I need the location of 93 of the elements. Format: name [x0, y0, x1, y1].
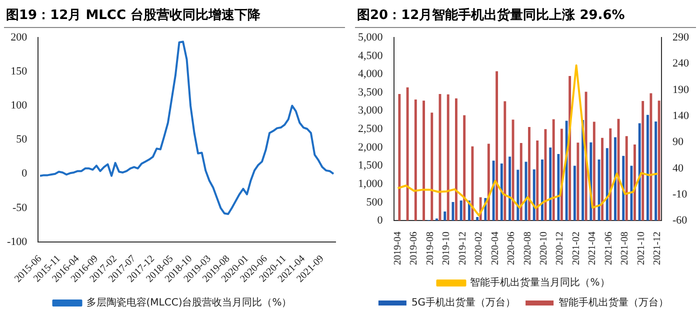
y-tick-label: 4,500 — [358, 50, 384, 62]
bar — [532, 169, 536, 221]
x-tick-label: 2021-02 — [570, 232, 582, 266]
y2-tick-label: 190 — [672, 84, 690, 96]
x-tick-label: 2020-04 — [490, 232, 501, 266]
bar — [504, 101, 506, 221]
y-tick-label: 500 — [366, 196, 384, 208]
y-tick-label: 3,000 — [358, 104, 384, 117]
y-tick-label: 3,500 — [358, 86, 384, 98]
bar — [460, 200, 462, 221]
chart-title: 图19：12月 MLCC 台股营收同比增速下降 — [4, 4, 345, 28]
bar — [476, 217, 479, 221]
bar — [646, 114, 649, 221]
bar — [446, 94, 450, 221]
bar — [398, 94, 401, 221]
bar — [638, 123, 641, 221]
bar — [508, 156, 511, 221]
bar — [552, 119, 555, 221]
x-tick-label: 2021-04 — [587, 232, 598, 266]
x-tick-label: 2019-06 — [408, 232, 420, 266]
x-tick-label: 2021-08 — [620, 232, 631, 266]
bar — [536, 140, 539, 221]
y2-tick-label: 290 — [672, 31, 690, 44]
bar — [614, 137, 616, 221]
bar — [650, 93, 652, 221]
y-tick-label: 5,000 — [358, 31, 384, 44]
x-tick-label: 2020-12 — [554, 232, 566, 266]
x-tick-label: 2019-04 — [392, 232, 404, 266]
y-tick-label: 0 — [377, 214, 384, 227]
legend-label: 5G手机出货量（万台） — [411, 296, 516, 309]
bar — [414, 99, 417, 221]
x-tick-label: 2021-10 — [636, 232, 647, 266]
y-tick-label: 1,000 — [358, 178, 384, 190]
legend-label: 多层陶瓷电容(MLCC)台股营收当月同比（%） — [86, 296, 292, 309]
bar — [500, 164, 503, 221]
bar — [622, 156, 625, 221]
y2-tick-label: -60 — [672, 214, 688, 227]
x-tick-label: 2019-10 — [441, 232, 452, 266]
x-tick-label: 2020-10 — [538, 232, 550, 266]
x-tick-label: 2020-02 — [474, 232, 485, 266]
bar — [625, 136, 628, 221]
y-tick-label: -100 — [6, 236, 28, 248]
y-tick-label: 200 — [10, 31, 28, 44]
bar — [549, 147, 552, 221]
y2-tick-label: 140 — [672, 110, 690, 122]
bar — [658, 100, 660, 221]
bar — [463, 115, 466, 221]
y-tick-label: 0 — [22, 168, 28, 180]
x-tick-label: 2019-12 — [457, 232, 468, 266]
legend-label: 智能手机出货量当月同比（%） — [470, 276, 610, 289]
bar — [557, 154, 560, 221]
bar — [606, 148, 608, 221]
x-tick-label: 2020-06 — [506, 232, 518, 266]
bar — [455, 98, 458, 221]
y-tick-label: 150 — [10, 66, 28, 78]
chart-title: 图20：12月智能手机出货量同比上涨 29.6% — [355, 4, 696, 28]
bar — [444, 212, 446, 221]
bar — [487, 144, 490, 221]
bar — [592, 122, 596, 221]
y-tick-label: 1,500 — [358, 160, 384, 172]
bar — [516, 170, 520, 221]
legend-label: 智能手机出货量（万台） — [558, 296, 669, 309]
bar — [609, 128, 612, 221]
bar — [654, 121, 658, 221]
x-tick-label: 2021-06 — [603, 232, 614, 266]
y2-tick-label: 40 — [672, 162, 684, 174]
bar — [541, 160, 544, 221]
y-tick-label: -50 — [12, 202, 28, 214]
bar — [436, 218, 438, 221]
bar — [406, 87, 409, 221]
x-tick-label: 2021-12 — [652, 232, 664, 266]
bar — [496, 71, 498, 221]
y2-tick-label: 240 — [672, 58, 690, 70]
y2-tick-label: -10 — [672, 188, 688, 200]
bar — [642, 100, 644, 221]
y-tick-label: 2,500 — [358, 123, 384, 136]
y-tick-label: 2,000 — [358, 141, 384, 154]
bar — [601, 138, 604, 221]
y2-tick-label: 90 — [672, 136, 684, 148]
bar — [576, 142, 580, 221]
y-tick-label: 100 — [10, 100, 28, 112]
x-tick-label: 2020-08 — [522, 232, 534, 266]
bar — [528, 126, 530, 221]
bar — [492, 160, 495, 221]
bar — [430, 112, 434, 221]
bar — [634, 144, 636, 221]
bar — [422, 100, 425, 221]
x-tick-label: 2019-08 — [424, 232, 436, 266]
bar — [573, 166, 576, 221]
bar — [520, 143, 522, 221]
y-tick-label: 4,000 — [358, 68, 384, 80]
bar — [471, 146, 474, 221]
y-tick-label: 50 — [16, 134, 28, 146]
